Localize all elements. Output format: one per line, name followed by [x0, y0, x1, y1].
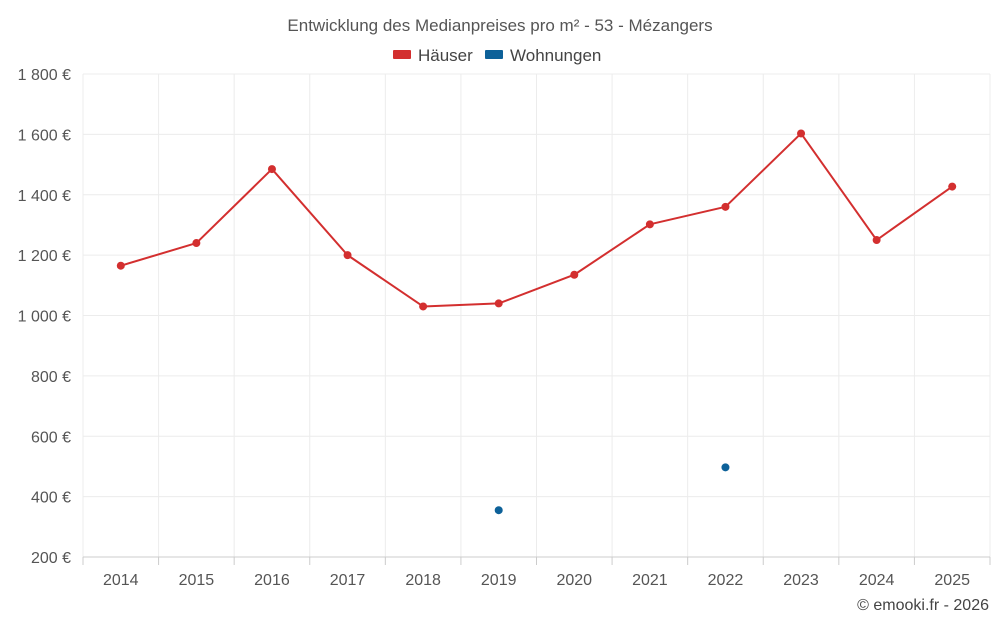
series-layer — [116, 129, 957, 515]
data-point-haeuser-2021[interactable] — [645, 220, 654, 229]
data-point-haeuser-2017[interactable] — [343, 251, 352, 260]
data-point-haeuser-2023[interactable] — [797, 129, 806, 138]
x-tick-label: 2022 — [708, 572, 744, 589]
y-tick-label: 1 000 € — [18, 309, 71, 326]
y-tick-label: 600 € — [31, 429, 71, 446]
x-tick-label: 2025 — [934, 572, 970, 589]
y-axis-labels: 200 € 400 € 600 € 800 € 1 000 € 1 200 € 1 400 … — [18, 67, 71, 567]
y-tick-label: 1 200 € — [18, 248, 71, 265]
y-tick-label: 800 € — [31, 369, 71, 386]
series-line-haeuser — [120, 132, 953, 308]
legend-label-wohnungen[interactable]: Wohnungen — [510, 46, 601, 65]
credit-text: © emooki.fr - 2026 — [857, 597, 989, 614]
y-gridlines — [83, 73, 990, 498]
data-point-haeuser-2019[interactable] — [494, 299, 503, 308]
legend: Häuser Wohnungen — [393, 46, 601, 65]
y-tick-label: 200 € — [31, 550, 71, 567]
data-point-haeuser-2014[interactable] — [116, 261, 125, 270]
y-tick-label: 1 400 € — [18, 188, 71, 205]
x-tick-label: 2018 — [405, 572, 441, 589]
legend-swatch-haeuser — [393, 50, 411, 59]
data-point-haeuser-2020[interactable] — [570, 270, 579, 279]
x-tick-label: 2014 — [103, 572, 139, 589]
data-point-wohnungen-2019[interactable] — [494, 506, 503, 515]
data-point-haeuser-2018[interactable] — [419, 302, 428, 311]
y-tick-label: 400 € — [31, 490, 71, 507]
chart-title: Entwicklung des Medianpreises pro m² - 5… — [287, 16, 712, 35]
x-tick-label: 2016 — [254, 572, 290, 589]
data-point-haeuser-2022[interactable] — [721, 202, 730, 211]
x-tick-label: 2017 — [330, 572, 366, 589]
x-tick-label: 2020 — [556, 572, 592, 589]
x-axis-ticks — [82, 557, 991, 565]
data-point-haeuser-2025[interactable] — [948, 182, 957, 191]
data-point-haeuser-2015[interactable] — [192, 239, 201, 248]
data-point-haeuser-2024[interactable] — [872, 236, 881, 245]
legend-swatch-wohnungen — [485, 50, 503, 59]
x-tick-label: 2021 — [632, 572, 668, 589]
y-tick-label: 1 600 € — [18, 127, 71, 144]
y-tick-label: 1 800 € — [18, 67, 71, 84]
data-point-haeuser-2016[interactable] — [267, 165, 276, 174]
x-tick-label: 2019 — [481, 572, 517, 589]
legend-label-haeuser[interactable]: Häuser — [418, 46, 473, 65]
x-axis-labels: 2014 2015 2016 2017 2018 2019 2020 2021 2022 2023… — [103, 572, 970, 589]
x-tick-label: 2023 — [783, 572, 819, 589]
x-tick-label: 2024 — [859, 572, 895, 589]
x-tick-label: 2015 — [179, 572, 215, 589]
data-point-wohnungen-2022[interactable] — [721, 463, 730, 472]
